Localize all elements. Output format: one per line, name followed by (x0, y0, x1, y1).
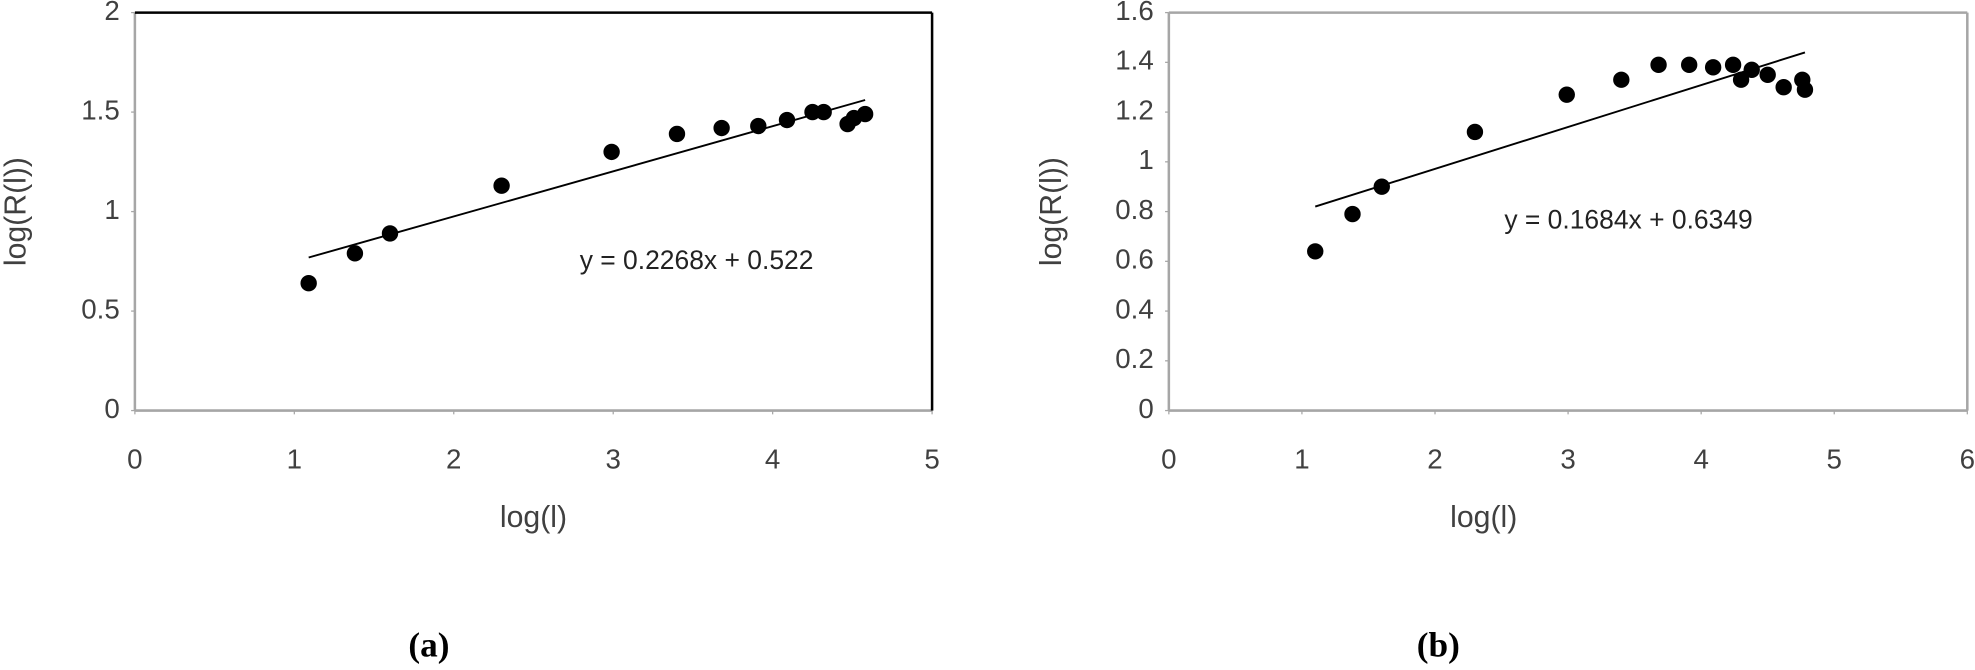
point (1732, 71, 1750, 88)
trendline (308, 99, 866, 259)
point (1775, 79, 1792, 96)
point (1613, 71, 1630, 88)
point (1759, 66, 1776, 83)
point (1704, 59, 1722, 76)
subfigure-caption: (b) (1417, 626, 1460, 665)
y-tick-label: 2 (104, 0, 119, 26)
point (300, 275, 317, 292)
trendline (1314, 51, 1806, 208)
x-tick-label: 1 (1294, 443, 1309, 474)
y-tick-label: 0.4 (1115, 293, 1154, 324)
point (713, 119, 730, 137)
point (603, 143, 620, 161)
point (1373, 178, 1390, 195)
point (1724, 56, 1742, 74)
x-tick-label: 5 (924, 443, 939, 474)
x-tick-label: 3 (606, 443, 621, 474)
point (1307, 243, 1324, 260)
y-tick-label: 0.8 (1115, 194, 1154, 225)
point (381, 225, 399, 242)
y-tick-label: 1.6 (1115, 0, 1154, 26)
point (1558, 86, 1575, 103)
x-axis-label: log(l) (500, 501, 567, 534)
trendline-equation: y = 0.1684x + 0.6349 (1504, 205, 1752, 235)
point (346, 245, 364, 262)
point (668, 125, 686, 143)
y-tick-label: 0 (104, 393, 119, 424)
x-tick-label: 0 (127, 443, 142, 474)
x-axis-label: log(l) (1450, 501, 1517, 534)
x-tick-label: 4 (765, 443, 780, 474)
y-tick-label: 1 (1138, 144, 1153, 175)
x-tick-label: 3 (1560, 443, 1575, 474)
x-tick-label: 2 (446, 443, 461, 474)
y-tick-label: 0.2 (1115, 343, 1154, 374)
x-tick-label: 5 (1827, 443, 1842, 474)
x-tick-label: 1 (287, 443, 302, 474)
y-tick-label: 0.5 (81, 293, 120, 324)
point (778, 111, 796, 129)
x-tick-label: 4 (1693, 443, 1708, 474)
point (750, 117, 767, 135)
y-tick-label: 1.4 (1115, 45, 1154, 76)
point (1344, 205, 1361, 223)
point (815, 103, 832, 121)
point (856, 105, 874, 123)
x-tick-label: 0 (1161, 443, 1176, 474)
y-tick-label: 0.6 (1115, 244, 1154, 275)
x-tick-label: 6 (1960, 443, 1975, 474)
point (1743, 61, 1760, 78)
y-tick-label: 0 (1138, 393, 1153, 424)
point (1466, 123, 1484, 141)
y-tick-label: 1.2 (1115, 94, 1154, 125)
point (493, 177, 510, 194)
y-axis-label: log(R(l)) (0, 157, 33, 266)
point (1680, 56, 1698, 74)
x-tick-label: 2 (1427, 443, 1442, 474)
y-tick-label: 1.5 (81, 94, 120, 125)
trendline-equation: y = 0.2268x + 0.522 (580, 245, 814, 275)
point (1796, 81, 1814, 98)
y-axis-label: log(R(l)) (1035, 157, 1068, 266)
point (1650, 56, 1667, 74)
y-tick-label: 1 (104, 194, 119, 225)
subfigure-caption: (a) (408, 626, 449, 665)
